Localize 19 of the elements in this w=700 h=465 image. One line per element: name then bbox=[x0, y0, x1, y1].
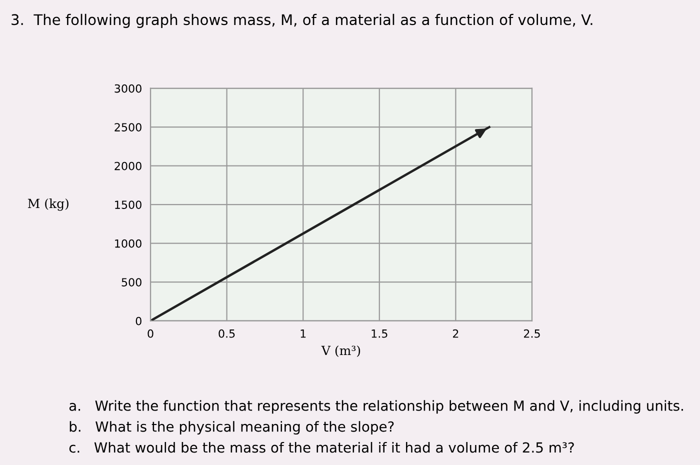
y-axis-title: M (kg) bbox=[28, 198, 68, 211]
x-axis-title: V (m³) bbox=[321, 345, 360, 357]
x-tick-label: 1 bbox=[300, 330, 306, 338]
x-tick-label: 1.5 bbox=[372, 330, 388, 338]
y-tick-label: 2500 bbox=[114, 123, 142, 132]
x-tick-label: 2 bbox=[452, 329, 458, 338]
y-tick-label: 1500 bbox=[115, 200, 142, 209]
x-tick-label: 0.5 bbox=[218, 329, 235, 338]
chart-title: 3. The following graph shows mass, M, of a material as a function of volume, V. bbox=[12, 14, 592, 28]
x-tick-label: 0 bbox=[148, 329, 154, 338]
y-tick-label: 1000 bbox=[115, 239, 142, 248]
text: c. What would be the mass of the material if it had a volume of 2.5 m³? bbox=[69, 442, 574, 453]
y-tick-label: 0 bbox=[136, 316, 142, 326]
x-tick-label: 2.5 bbox=[524, 329, 540, 338]
y-tick-label: 2000 bbox=[114, 162, 142, 170]
y-tick-label: 3000 bbox=[114, 84, 142, 93]
text: a. Write the function that represents the relationship between M and V, including units. bbox=[69, 400, 683, 414]
text: b. What is the physical meaning of the slope? bbox=[70, 421, 394, 435]
y-tick-label: 500 bbox=[122, 278, 142, 286]
